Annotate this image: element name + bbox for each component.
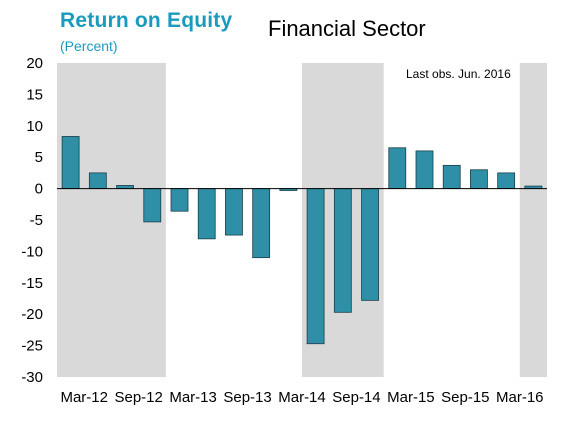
y-tick-label: -5 [30,212,43,229]
shaded-region-3 [519,63,547,377]
last-observation-note: Last obs. Jun. 2016 [406,67,511,81]
x-tick-label: Mar-14 [278,389,326,406]
y-tick-label: 5 [35,149,43,166]
x-tick-label: Mar-13 [169,389,217,406]
y-tick-label: -10 [21,243,43,260]
y-tick-label: 10 [26,118,43,135]
x-tick-label: Mar-12 [60,389,108,406]
x-tick-label: Sep-14 [332,389,380,406]
bar-Jun-12 [88,172,107,189]
y-tick-label: -15 [21,275,43,292]
y-tick-label: 20 [26,55,43,72]
bar-Jun-15 [415,150,434,189]
bar-Sep-15 [442,164,461,189]
y-tick-label: 15 [26,86,43,103]
bar-Mar-16 [497,172,516,189]
chart-title: Return on Equity [60,9,233,32]
bar-Mar-15 [388,147,407,189]
y-tick-label: -20 [21,306,43,323]
bar-Jun-13 [197,188,216,240]
axes: 20 15 10 5 0 -5 -10 -15 -20 -25 -30 Mar-12 Sep-12 Mar… [21,55,547,406]
bar-Dec-15 [470,169,488,189]
bar-Jun-14 [306,188,325,345]
x-tick-label: Sep-12 [114,389,162,406]
y-tick-label: -30 [21,369,43,386]
shaded-regions [57,63,547,377]
overlay-title: Financial Sector [268,16,426,41]
bar-Sep-13 [225,188,243,236]
bar-Mar-13 [170,188,189,212]
x-tick-label: Sep-13 [223,389,271,406]
chart-subtitle: (Percent) [60,38,118,54]
x-tick-label: Mar-16 [496,389,544,406]
y-tick-label: -25 [21,338,43,355]
bar-Mar-12 [61,136,80,189]
bar-Dec-13 [252,188,271,259]
y-tick-label: 0 [35,181,43,198]
bars [61,136,543,345]
bar-Dec-14 [361,188,379,301]
bar-Sep-14 [333,188,352,313]
bar-Dec-12 [143,188,162,223]
x-tick-label: Sep-15 [441,389,489,406]
x-tick-label: Mar-15 [387,389,435,406]
